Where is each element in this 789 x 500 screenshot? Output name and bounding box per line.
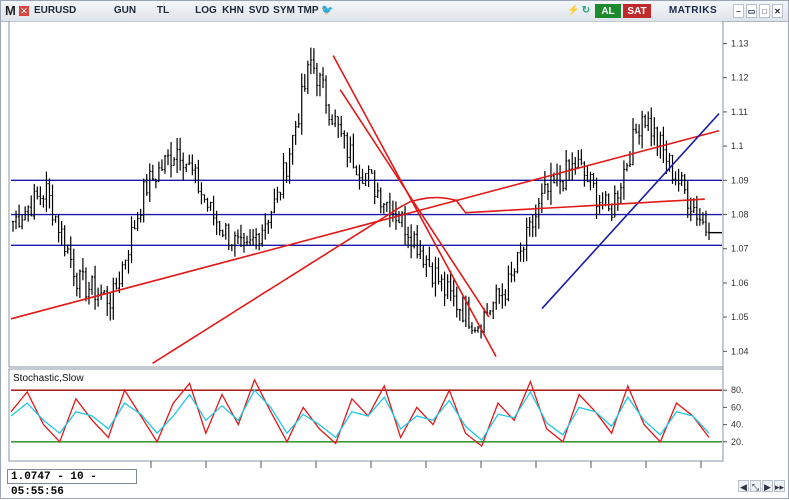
zoom-icon[interactable]: ⤡ xyxy=(750,480,761,492)
price-tick-label: 1.05 xyxy=(731,312,749,322)
buy-button[interactable]: AL xyxy=(595,4,621,18)
chart-canvas[interactable]: 1.131.121.111.11.091.081.071.061.051.04 … xyxy=(1,21,788,468)
channel-upper-line[interactable] xyxy=(332,55,497,357)
maximize-icon[interactable]: □ xyxy=(759,4,770,18)
price-tick-label: 1.09 xyxy=(731,175,749,185)
restore-icon[interactable]: ▭ xyxy=(746,4,757,18)
brand-label: MATRIKS xyxy=(668,5,718,16)
stoch-tick-label: 40. xyxy=(731,420,744,430)
price-tick-label: 1.11 xyxy=(731,107,748,117)
log-button[interactable]: LOG xyxy=(195,5,217,16)
trend-lines xyxy=(10,55,720,364)
stochastic-d-line xyxy=(10,389,710,442)
stoch-tick-label: 20. xyxy=(731,437,744,447)
tl-button[interactable]: TL xyxy=(156,5,170,16)
price-tick-label: 1.06 xyxy=(731,278,749,288)
symbol-label[interactable]: EURUSD xyxy=(34,5,77,16)
price-tick-label: 1.08 xyxy=(731,210,749,220)
price-tick-label: 1.1 xyxy=(731,141,744,151)
stochastic-series xyxy=(10,378,722,448)
long-uptrend-line[interactable] xyxy=(10,129,720,320)
chart-toolbar: M ✕ EURUSD GUN TL LOG KHN SVD SYM TMP 🐦 … xyxy=(1,1,788,22)
sell-button[interactable]: SAT xyxy=(623,4,651,18)
stoch-tick-label: 80. xyxy=(731,385,744,395)
scroll-left-icon[interactable]: ◀ xyxy=(738,480,749,492)
price-tick-label: 1.12 xyxy=(731,73,749,83)
status-bar: 1.0747 - 10 - 05:55:56 ◀ ⤡ ▶ ▸▸ xyxy=(1,468,788,498)
fit-icon[interactable]: ▸▸ xyxy=(774,480,785,492)
window-close-icon[interactable]: ✕ xyxy=(772,4,783,18)
refresh-icon[interactable]: ↻ xyxy=(581,5,591,16)
lightning-icon[interactable]: ⚡ xyxy=(567,5,580,16)
khn-button[interactable]: KHN xyxy=(222,5,244,16)
price-tick-label: 1.04 xyxy=(731,346,749,356)
stochastic-k-line xyxy=(10,378,710,448)
tmp-button[interactable]: TMP xyxy=(297,5,319,16)
stochastic-label: Stochastic,Slow xyxy=(13,373,84,384)
stochastic-y-axis: 80. 60. 40. 20. xyxy=(723,385,744,447)
twitter-icon[interactable]: 🐦 xyxy=(321,5,334,16)
rising-support-line[interactable] xyxy=(541,113,720,310)
gun-button[interactable]: GUN xyxy=(113,5,137,16)
scroll-right-icon[interactable]: ▶ xyxy=(762,480,773,492)
candlestick-series xyxy=(11,47,722,339)
app-logo: M xyxy=(5,3,16,18)
stoch-tick-label: 60. xyxy=(731,402,744,412)
x-axis: 04.2305.2306.2307.2308.2309.2310.2311.23… xyxy=(150,461,702,468)
support-resistance-lines xyxy=(11,179,722,247)
price-panel[interactable] xyxy=(8,21,724,368)
minimize-icon[interactable]: – xyxy=(733,4,744,18)
price-tick-label: 1.13 xyxy=(731,39,749,49)
moving-average-curve[interactable] xyxy=(152,196,705,364)
sym-button[interactable]: SYM xyxy=(273,5,295,16)
price-y-axis: 1.13 1.12 1.11 1.1 1.09 1.08 1.07 1.06 1.05 1.04 xyxy=(723,39,749,356)
channel-lower-line[interactable] xyxy=(339,89,490,318)
close-icon[interactable]: ✕ xyxy=(19,6,29,16)
price-readout: 1.0747 - 10 - 05:55:56 xyxy=(7,469,137,498)
price-tick-label: 1.07 xyxy=(731,244,749,254)
svd-button[interactable]: SVD xyxy=(248,5,270,16)
